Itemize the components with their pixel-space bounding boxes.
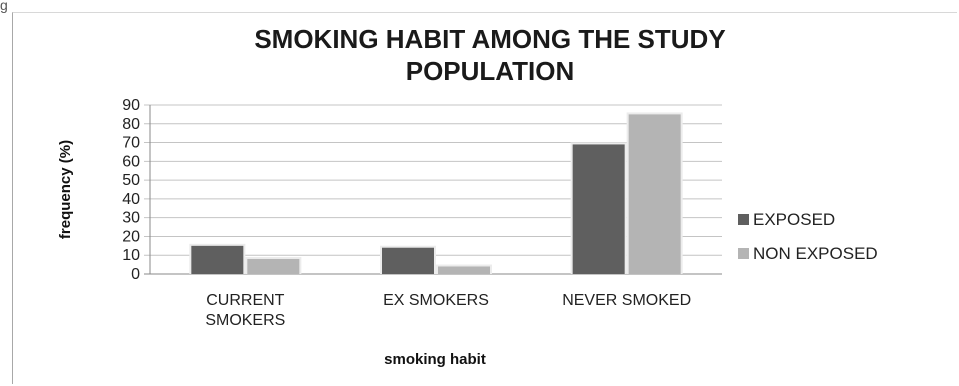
y-tick-label-60: 60 bbox=[122, 153, 140, 170]
legend-label-1: NON EXPOSED bbox=[753, 244, 878, 263]
x-category-label: CURRENT bbox=[206, 292, 284, 309]
bar-non-exposed-1 bbox=[438, 266, 490, 274]
x-axis-title: smoking habit bbox=[384, 351, 486, 368]
y-tick-label-0: 0 bbox=[131, 266, 140, 283]
legend-swatch-1 bbox=[738, 248, 749, 259]
x-category-label: NEVER SMOKED bbox=[562, 292, 691, 309]
y-tick-label-50: 50 bbox=[122, 172, 140, 189]
y-tick-label-20: 20 bbox=[122, 228, 140, 245]
legend-swatch-0 bbox=[738, 214, 749, 225]
chart-title-line-2: POPULATION bbox=[406, 56, 575, 86]
y-tick-label-70: 70 bbox=[122, 135, 140, 152]
bar-exposed-2 bbox=[572, 144, 625, 274]
y-tick-label-80: 80 bbox=[122, 116, 140, 133]
partial-caption-text: g bbox=[0, 0, 8, 13]
bar-non-exposed-2 bbox=[628, 114, 681, 274]
bar-exposed-1 bbox=[382, 247, 434, 274]
bar-non-exposed-0 bbox=[247, 258, 300, 274]
x-category-label: SMOKERS bbox=[205, 312, 285, 329]
y-tick-label-90: 90 bbox=[122, 97, 140, 114]
y-axis-title: frequency (%) bbox=[57, 140, 74, 239]
y-tick-label-40: 40 bbox=[122, 191, 140, 208]
y-tick-label-10: 10 bbox=[122, 247, 140, 264]
chart-title-line-1: SMOKING HABIT AMONG THE STUDY bbox=[254, 24, 725, 54]
chart-frame bbox=[12, 12, 957, 384]
bar-exposed-0 bbox=[191, 245, 244, 274]
y-tick-label-30: 30 bbox=[122, 210, 140, 227]
legend-label-0: EXPOSED bbox=[753, 210, 835, 229]
x-category-label: EX SMOKERS bbox=[383, 292, 489, 309]
